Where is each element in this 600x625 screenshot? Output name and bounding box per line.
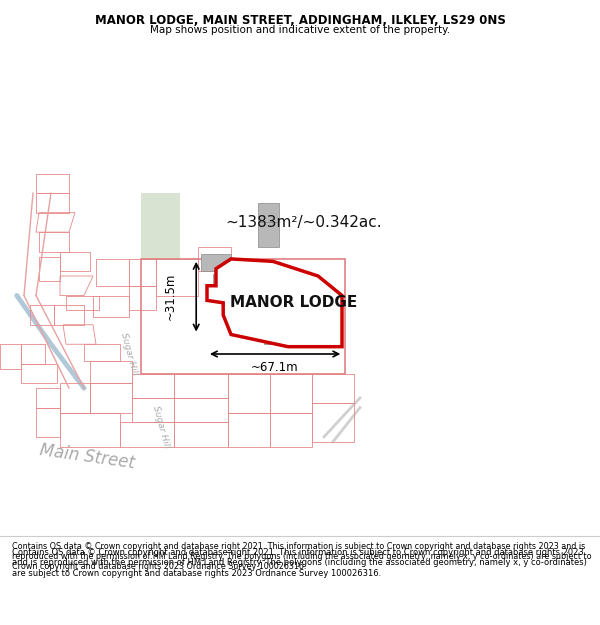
Polygon shape: [141, 193, 180, 259]
Text: MANOR LODGE, MAIN STREET, ADDINGHAM, ILKLEY, LS29 0NS: MANOR LODGE, MAIN STREET, ADDINGHAM, ILK…: [95, 14, 505, 27]
Polygon shape: [240, 301, 264, 318]
Polygon shape: [201, 254, 231, 271]
Polygon shape: [207, 259, 342, 347]
Text: ~31.5m: ~31.5m: [164, 272, 177, 320]
Polygon shape: [258, 203, 279, 222]
Text: Contains OS data © Crown copyright and database right 2021. This information is : Contains OS data © Crown copyright and d…: [12, 542, 592, 571]
Text: MANOR LODGE: MANOR LODGE: [230, 295, 358, 310]
Text: Sugar Hill: Sugar Hill: [151, 405, 171, 449]
Text: ~67.1m: ~67.1m: [251, 361, 299, 374]
Polygon shape: [264, 325, 294, 344]
Text: ~1383m²/~0.342ac.: ~1383m²/~0.342ac.: [225, 215, 382, 230]
Polygon shape: [258, 222, 279, 247]
Text: Sugar Hill: Sugar Hill: [119, 332, 139, 376]
Text: Contains OS data © Crown copyright and database right 2021. This information is : Contains OS data © Crown copyright and d…: [12, 548, 587, 578]
Text: Main Street: Main Street: [38, 441, 136, 472]
Text: Map shows position and indicative extent of the property.: Map shows position and indicative extent…: [150, 25, 450, 35]
Bar: [141, 259, 345, 374]
Polygon shape: [213, 274, 240, 291]
